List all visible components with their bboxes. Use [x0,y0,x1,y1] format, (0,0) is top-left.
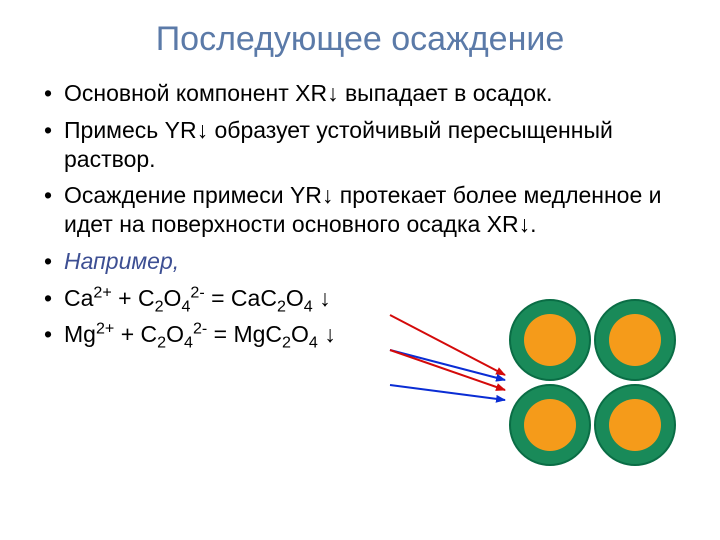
arrow-group [390,315,505,400]
bullet-item: Осаждение примеси YR↓ протекает более ме… [40,181,680,239]
bullet-item: Например, [40,247,680,276]
bullet-text: Примесь YR↓ образует устойчивый пересыще… [64,117,613,172]
core [524,399,576,451]
bullet-item: Примесь YR↓ образует устойчивый пересыще… [40,116,680,174]
bullet-text: Например, [64,248,179,274]
bullet-item: Основной компонент XR↓ выпадает в осадок… [40,79,680,108]
core [524,314,576,366]
arrow [390,350,505,390]
bullet-text: Основной компонент XR↓ выпадает в осадок… [64,80,552,106]
core [609,314,661,366]
bullet-text: Ca2+ + C2O42- = CaC2O4 ↓ [64,285,331,311]
slide: Последующее осаждение Основной компонент… [0,0,720,540]
bullet-text: Осаждение примеси YR↓ протекает более ме… [64,182,662,237]
slide-title: Последующее осаждение [40,20,680,59]
core [609,399,661,451]
circle-grid [510,300,675,465]
bullet-text: Mg2+ + C2O42- = MgC2O4 ↓ [64,321,336,347]
arrow [390,385,505,400]
diagram [380,290,680,480]
